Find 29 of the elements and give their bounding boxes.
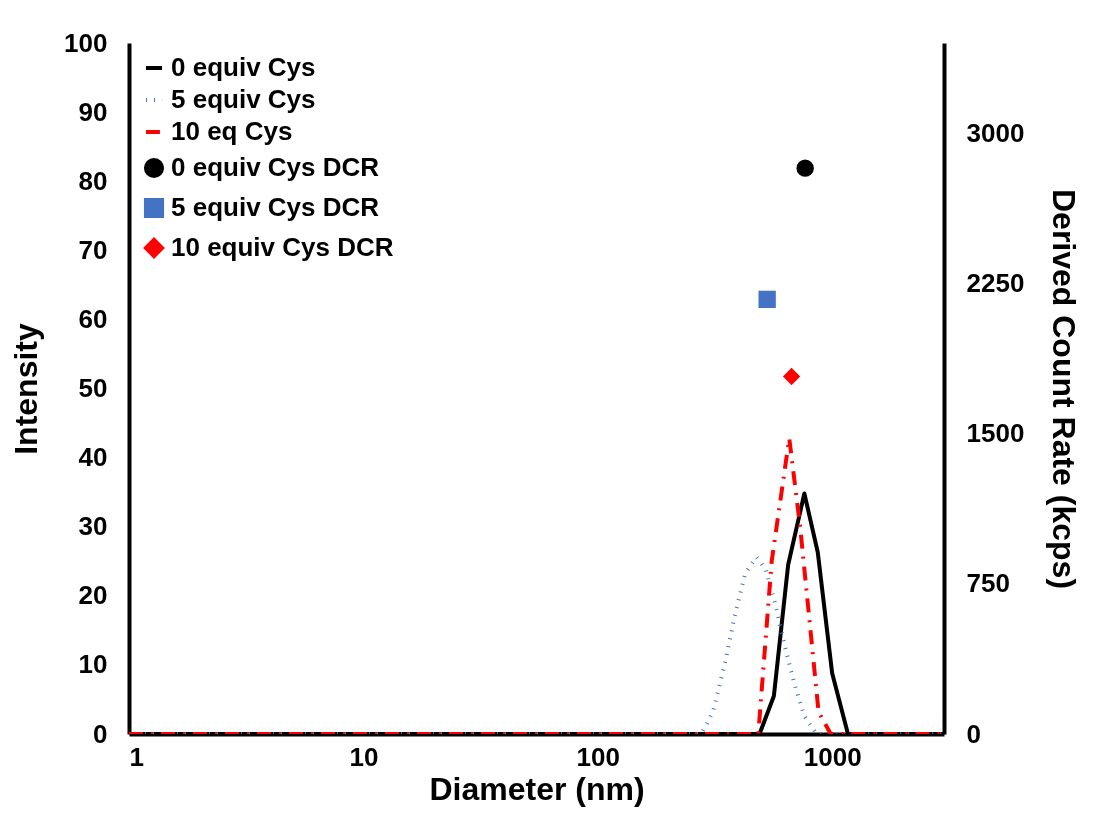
y-axis-title: Intensity — [8, 323, 45, 455]
legend-label: 10 eq Cys — [171, 116, 293, 146]
x-tick-label: 100 — [576, 741, 620, 772]
y-tick-label: 10 — [78, 649, 108, 680]
y-tick-label: 30 — [78, 511, 108, 542]
y-tick-label: 50 — [78, 373, 108, 403]
y2-tick-label: 3000 — [966, 117, 1025, 148]
y2-tick-label: 1500 — [966, 418, 1025, 449]
y2-axis-title: Derived Count Rate (kcps) — [1046, 188, 1083, 590]
y-tick-label: 0 — [93, 718, 108, 749]
y-tick-label: 80 — [78, 165, 108, 196]
y-tick-label: 100 — [64, 27, 108, 58]
y2-tick-label: 2250 — [966, 267, 1025, 298]
y2-tick-label: 750 — [966, 568, 1010, 599]
x-tick-label: 1 — [129, 741, 144, 772]
x-tick-label: 10 — [349, 741, 379, 772]
y-tick-label: 70 — [78, 234, 108, 265]
y-tick-label: 60 — [78, 303, 108, 334]
y-tick-label: 20 — [78, 580, 108, 611]
y2-tick-label: 0 — [966, 718, 981, 749]
x-axis-title: Diameter (nm) — [429, 770, 645, 807]
y-tick-label: 40 — [78, 442, 108, 473]
x-tick-label: 1000 — [803, 741, 862, 772]
legend-label: 0 equiv Cys — [171, 52, 316, 82]
legend-label: 5 equiv Cys — [171, 84, 316, 114]
y-tick-label: 90 — [78, 96, 108, 127]
legend-label: 10 equiv Cys DCR — [171, 232, 394, 262]
legend-label: 5 equiv Cys DCR — [171, 192, 380, 222]
legend-label: 0 equiv Cys DCR — [171, 152, 380, 182]
